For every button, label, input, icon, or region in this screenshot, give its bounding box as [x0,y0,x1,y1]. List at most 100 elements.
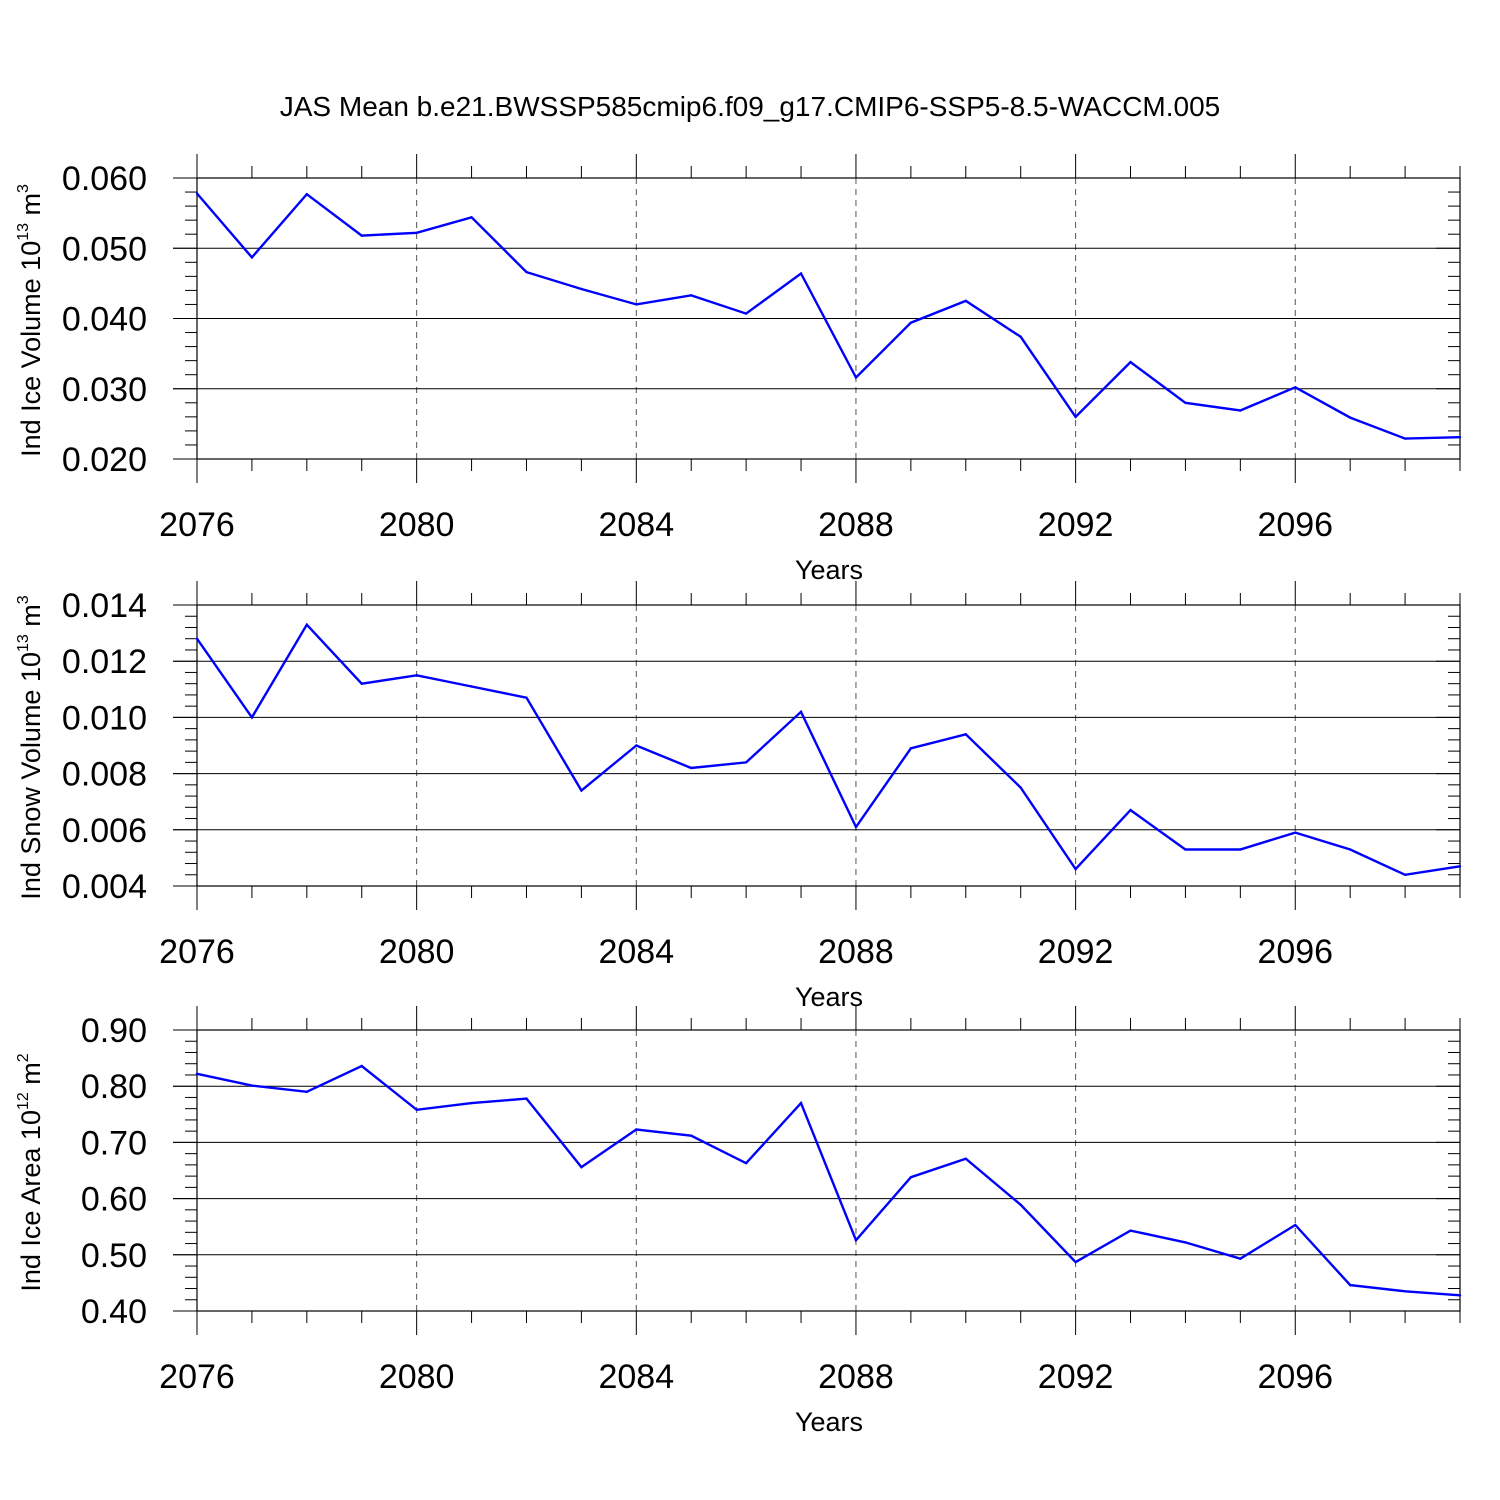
data-point [1129,360,1132,364]
y-tick-label: 0.010 [62,699,147,737]
data-point [964,733,967,736]
data-point [415,674,418,677]
data-point [744,761,748,764]
data-point [690,294,693,297]
y-axis-title: Ind Ice Area 1012 m2 [15,1053,46,1291]
x-tick-label: 2092 [1038,933,1114,971]
data-point [799,272,803,275]
data-point [1239,409,1242,412]
data-point [690,1134,693,1137]
data-point [909,747,913,750]
panel-3: 0.90 0.80 0.70 0.60 0.50 0.40 2076 2080 2084 2088… [15,1006,1462,1437]
y-tick-label: 0.020 [62,441,147,479]
data-point [909,321,913,324]
data-point [1074,1260,1077,1264]
x-tick-label: 2080 [379,506,455,544]
data-point [744,1161,748,1165]
data-point [854,376,858,379]
data-point [305,1090,309,1094]
chart-title: JAS Mean b.e21.BWSSP585cmip6.f09_g17.CMI… [280,91,1221,122]
data-point [360,1064,363,1068]
data-point [854,825,858,829]
data-point [360,234,363,237]
data-point [1348,1283,1352,1287]
y-tick-label: 0.80 [81,1068,147,1106]
data-point [1458,436,1462,439]
data-point [360,682,363,685]
series-line [196,1064,1461,1297]
plot-frame [196,177,1461,460]
data-point [1129,808,1132,812]
data-point [1348,416,1352,419]
y-tick-label: 0.90 [81,1012,147,1050]
data-point [250,1084,254,1087]
panel-2: 0.014 0.012 0.010 0.008 0.006 0.004 2076 2080 20… [15,581,1462,1012]
data-point [909,1176,913,1179]
data-point [799,1101,803,1105]
data-point [415,231,418,234]
data-point [1458,1294,1462,1297]
data-point [415,1108,418,1112]
x-tick-label: 2084 [598,933,674,971]
x-tick-label: 2084 [598,506,674,544]
x-tick-label: 2084 [598,1358,674,1396]
data-point [1184,401,1187,404]
x-tick-label: 2080 [379,1358,455,1396]
y-tick-label: 0.70 [81,1124,147,1162]
data-point [525,1097,528,1100]
data-point [250,716,254,719]
series-line [196,192,1461,440]
data-point [1019,786,1022,789]
data-point [1294,1223,1297,1227]
data-point [799,710,803,713]
x-tick-label: 2080 [379,933,455,971]
x-tick-label: 2076 [159,506,235,544]
series-line [196,622,1461,877]
data-point [195,192,199,195]
data-point [1403,873,1407,876]
data-point [470,685,473,688]
data-point [580,789,583,792]
x-tick-label: 2088 [818,1358,894,1396]
data-point [305,192,309,196]
data-point [1019,1203,1022,1206]
panel-1: 0.060 0.050 0.040 0.030 0.020 2076 2080 2084 208… [15,154,1462,585]
x-tick-label: 2076 [159,1358,235,1396]
data-point [1458,865,1462,868]
y-axis-title: Ind Ice Volume 1013 m3 [15,184,46,457]
data-point [1403,1290,1407,1293]
data-point [635,1128,638,1131]
plot-frame [196,604,1461,887]
x-tick-label: 2088 [818,506,894,544]
y-tick-label: 0.50 [81,1237,147,1275]
data-point [1348,848,1352,851]
x-axis-title: Years [795,555,863,585]
data-point [1074,415,1077,419]
data-point [305,623,309,626]
x-tick-label: 2092 [1038,1358,1114,1396]
data-point [964,299,967,303]
data-point [1294,386,1297,389]
data-point [580,1165,583,1169]
x-tick-label: 2092 [1038,506,1114,544]
data-point [1239,1257,1242,1260]
plot-frame [196,1029,1461,1312]
data-point [1074,867,1077,871]
data-point [1019,335,1022,338]
data-point [635,744,638,747]
y-tick-label: 0.008 [62,756,147,794]
data-point [1184,1241,1187,1244]
y-tick-label: 0.060 [62,160,147,198]
x-tick-label: 2076 [159,933,235,971]
y-tick-label: 0.014 [62,587,147,625]
y-tick-label: 0.012 [62,643,147,681]
y-tick-label: 0.040 [62,301,147,339]
x-tick-label: 2096 [1257,1358,1333,1396]
data-point [635,303,638,306]
data-point [964,1157,967,1160]
y-tick-label: 0.60 [81,1181,147,1219]
x-tick-label: 2096 [1257,933,1333,971]
data-point [525,270,528,274]
data-point [744,312,748,315]
